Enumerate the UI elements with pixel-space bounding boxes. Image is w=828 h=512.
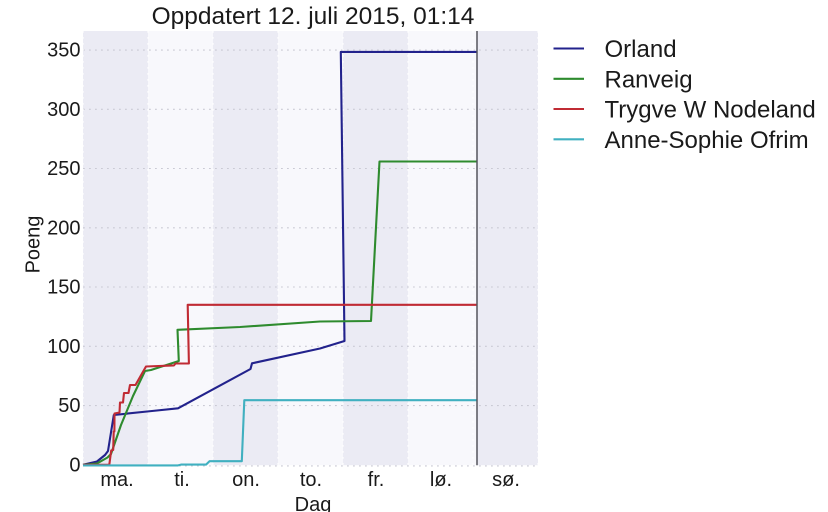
svg-text:250: 250: [47, 158, 80, 180]
svg-text:ti.: ti.: [174, 469, 190, 491]
svg-text:Dag: Dag: [295, 494, 332, 512]
svg-text:350: 350: [47, 40, 80, 62]
svg-text:fr.: fr.: [368, 469, 385, 491]
svg-text:Ranveig: Ranveig: [605, 66, 693, 93]
svg-text:sø.: sø.: [492, 469, 520, 491]
svg-text:150: 150: [47, 277, 80, 299]
svg-text:100: 100: [47, 336, 80, 358]
svg-text:lø.: lø.: [430, 469, 452, 491]
svg-text:ma.: ma.: [100, 469, 133, 491]
svg-text:Poeng: Poeng: [23, 216, 45, 274]
svg-text:50: 50: [58, 395, 80, 417]
svg-text:Orland: Orland: [605, 36, 677, 63]
svg-text:Anne-Sophie Ofrim: Anne-Sophie Ofrim: [605, 127, 809, 154]
svg-text:Oppdatert 12. juli 2015, 01:14: Oppdatert 12. juli 2015, 01:14: [152, 3, 475, 30]
svg-text:0: 0: [69, 454, 80, 476]
svg-text:200: 200: [47, 217, 80, 239]
svg-text:300: 300: [47, 99, 80, 121]
svg-text:Trygve W Nodeland: Trygve W Nodeland: [605, 97, 816, 124]
svg-text:to.: to.: [300, 469, 322, 491]
svg-text:on.: on.: [232, 469, 260, 491]
